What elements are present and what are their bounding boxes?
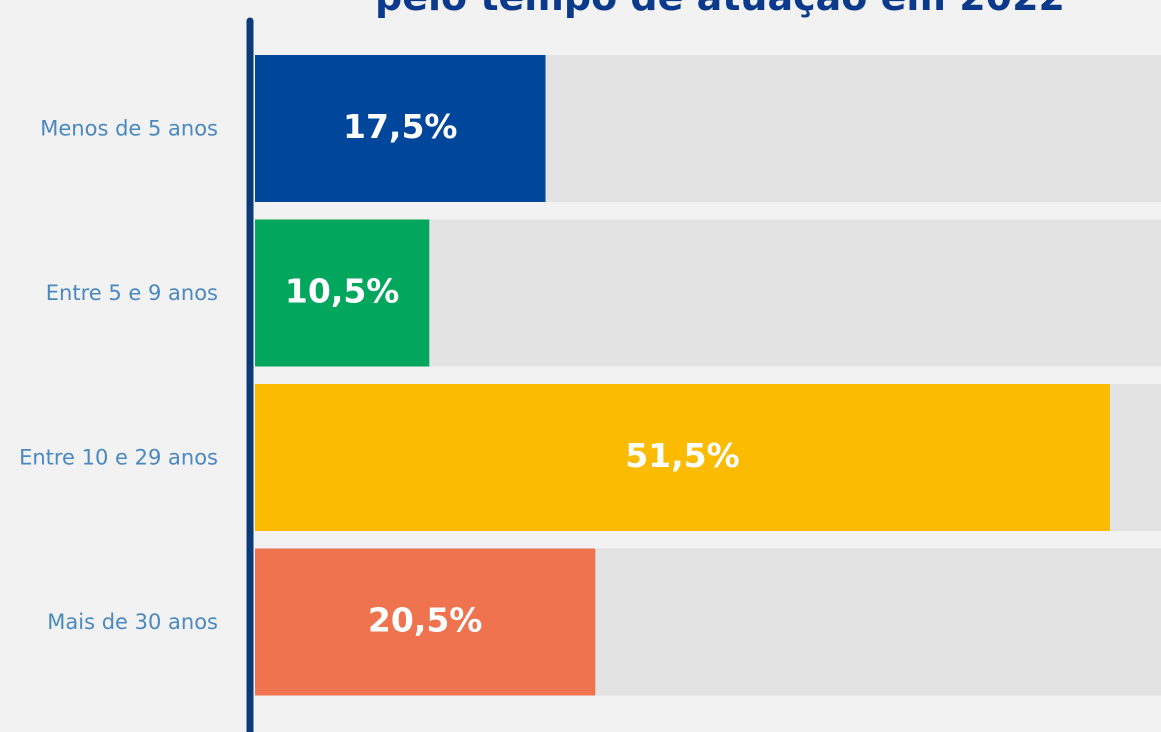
- bar: [255, 55, 546, 202]
- value-label: 10,5%: [285, 272, 400, 311]
- category-label: Mais de 30 anos: [47, 610, 218, 634]
- bar: [255, 384, 1110, 531]
- category-label: Entre 5 e 9 anos: [46, 281, 218, 305]
- chart-title: pelo tempo de atuação em 2022: [375, 0, 1065, 19]
- bar: [255, 548, 596, 696]
- value-label: 17,5%: [343, 107, 458, 146]
- value-label: 51,5%: [625, 436, 740, 475]
- category-label: Menos de 5 anos: [40, 117, 218, 141]
- category-label: Entre 10 e 29 anos: [19, 446, 218, 470]
- bar: [255, 219, 430, 367]
- value-label: 20,5%: [368, 601, 483, 640]
